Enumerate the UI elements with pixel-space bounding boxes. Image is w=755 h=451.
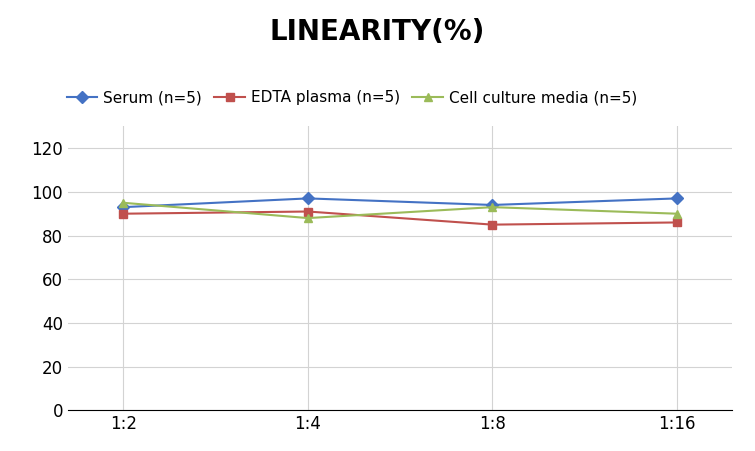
EDTA plasma (n=5) — [488, 222, 497, 227]
Cell culture media (n=5) — [488, 204, 497, 210]
Line: Cell culture media (n=5): Cell culture media (n=5) — [119, 198, 681, 222]
Cell culture media (n=5) — [119, 200, 128, 206]
Text: LINEARITY(%): LINEARITY(%) — [270, 18, 485, 46]
EDTA plasma (n=5) — [304, 209, 313, 214]
Serum (n=5) — [673, 196, 682, 201]
Line: EDTA plasma (n=5): EDTA plasma (n=5) — [119, 207, 681, 229]
Legend: Serum (n=5), EDTA plasma (n=5), Cell culture media (n=5): Serum (n=5), EDTA plasma (n=5), Cell cul… — [60, 84, 643, 111]
Line: Serum (n=5): Serum (n=5) — [119, 194, 681, 212]
Serum (n=5) — [488, 202, 497, 207]
Serum (n=5) — [119, 204, 128, 210]
Cell culture media (n=5) — [304, 216, 313, 221]
Cell culture media (n=5) — [673, 211, 682, 216]
Serum (n=5) — [304, 196, 313, 201]
EDTA plasma (n=5) — [119, 211, 128, 216]
EDTA plasma (n=5) — [673, 220, 682, 225]
